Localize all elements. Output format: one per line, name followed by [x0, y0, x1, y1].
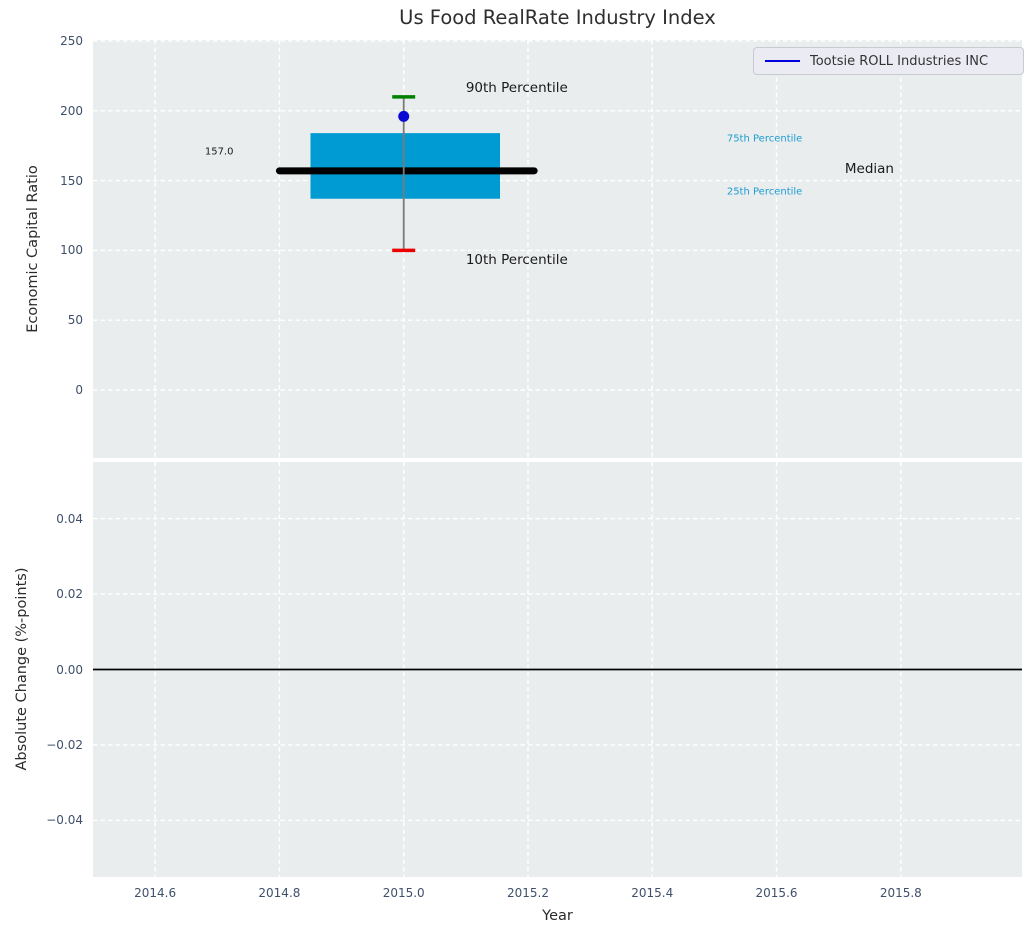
- company-marker: [398, 110, 410, 122]
- y-tick-label: 50: [67, 313, 83, 328]
- change-plot-canvas: [93, 462, 1022, 877]
- x-tick-label: 2014.6: [134, 886, 177, 900]
- legend-label: Tootsie ROLL Industries INC: [810, 53, 989, 69]
- x-tick-label: 2015.2: [506, 886, 549, 900]
- y-tick-label: 150: [60, 173, 83, 188]
- y-tick-label: 0.02: [56, 587, 83, 602]
- y-tick-label: 0: [75, 383, 83, 397]
- legend-box: Tootsie ROLL Industries INC: [753, 47, 1024, 75]
- y-tick-label: −0.04: [46, 813, 83, 828]
- chart-title: Us Food RealRate Industry Index: [399, 6, 716, 29]
- y-tick-label: 0.04: [56, 511, 83, 526]
- x-tick-label: 2015.0: [382, 886, 425, 900]
- x-tick-label: 2015.6: [755, 886, 798, 900]
- x-tick-label: 2015.4: [631, 886, 674, 900]
- boxplot-canvas: [93, 40, 1022, 458]
- top-plot-panel: [93, 40, 1022, 458]
- y-tick-label: 250: [60, 33, 83, 48]
- y-tick-label: −0.02: [46, 737, 83, 752]
- y-tick-label: 0.00: [56, 662, 83, 677]
- y-ticks-top: 250 200 150 100 50 0: [0, 34, 85, 458]
- x-ticks: 2014.6 2014.8 2015.0 2015.2 2015.4 2015.6 2015…: [93, 886, 1022, 904]
- x-tick-label: 2015.8: [879, 886, 922, 900]
- y-tick-label: 200: [60, 103, 83, 118]
- x-axis-label: Year: [542, 908, 573, 924]
- legend-line-sample-icon: [765, 60, 800, 62]
- y-ticks-bottom: 0.04 0.02 0.00 −0.02 −0.04: [0, 462, 85, 877]
- y-tick-label: 100: [60, 243, 83, 258]
- iqr-box: [310, 133, 501, 199]
- bottom-plot-panel: [93, 462, 1022, 877]
- x-tick-label: 2014.8: [258, 886, 301, 900]
